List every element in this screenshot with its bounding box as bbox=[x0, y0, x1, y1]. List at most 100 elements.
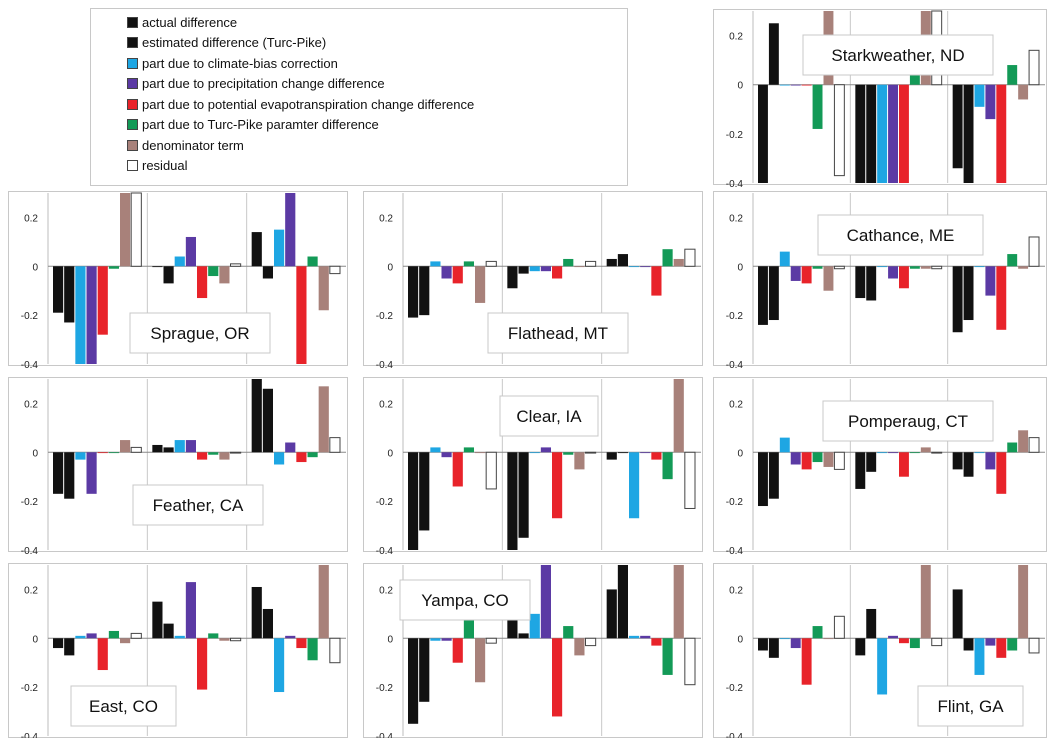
bar bbox=[758, 266, 768, 325]
bar bbox=[185, 236, 196, 267]
bar bbox=[801, 84, 812, 86]
bar bbox=[833, 451, 845, 470]
bar bbox=[963, 452, 974, 477]
bar bbox=[899, 266, 909, 289]
bar bbox=[251, 232, 262, 267]
bar bbox=[108, 266, 119, 269]
bar bbox=[518, 266, 529, 274]
bar bbox=[552, 638, 563, 717]
legend-swatch bbox=[127, 16, 138, 28]
bar bbox=[329, 637, 341, 664]
y-tick-label: 0 bbox=[32, 262, 38, 273]
y-tick-label: 0 bbox=[737, 448, 743, 459]
chart-title: East, CO bbox=[89, 697, 158, 716]
bar bbox=[920, 565, 931, 639]
bar bbox=[768, 266, 779, 321]
y-tick-label: -0.4 bbox=[21, 546, 39, 557]
bar bbox=[888, 84, 898, 183]
bar bbox=[563, 626, 574, 639]
bar bbox=[485, 451, 497, 490]
bar bbox=[952, 589, 963, 639]
bar bbox=[485, 260, 497, 267]
bar bbox=[985, 452, 996, 470]
bar bbox=[307, 452, 318, 458]
bar bbox=[1028, 637, 1040, 654]
bar bbox=[174, 635, 185, 639]
bar bbox=[801, 266, 812, 284]
bar bbox=[662, 249, 673, 267]
bar bbox=[130, 446, 142, 453]
y-tick-label: 0.2 bbox=[24, 399, 38, 410]
bar bbox=[262, 608, 273, 639]
bar bbox=[318, 266, 329, 311]
bar bbox=[120, 440, 131, 453]
bar bbox=[230, 451, 242, 454]
bar bbox=[75, 266, 86, 364]
bar bbox=[758, 638, 768, 651]
bar bbox=[262, 266, 273, 279]
chart-title: Cathance, ME bbox=[847, 226, 955, 245]
chart-title-box bbox=[499, 395, 599, 437]
bar bbox=[833, 265, 845, 270]
bar bbox=[877, 452, 888, 454]
bar bbox=[888, 452, 898, 454]
y-tick-label: -0.4 bbox=[726, 732, 744, 738]
bar bbox=[230, 263, 242, 267]
bar bbox=[1028, 437, 1040, 453]
bar bbox=[574, 638, 585, 656]
bar bbox=[1018, 565, 1029, 639]
bar bbox=[888, 635, 898, 639]
bar bbox=[768, 638, 779, 658]
y-tick-label: -0.4 bbox=[21, 360, 39, 371]
bar bbox=[296, 266, 307, 364]
bar bbox=[684, 451, 696, 509]
bar bbox=[529, 452, 540, 454]
bar bbox=[812, 84, 823, 129]
legend-item: actual difference bbox=[127, 14, 237, 30]
bar bbox=[174, 440, 185, 453]
y-tick-label: -0.4 bbox=[376, 732, 394, 738]
bar bbox=[606, 452, 617, 460]
chart-title-box bbox=[817, 214, 984, 256]
bar bbox=[909, 67, 920, 85]
chart-title: Pomperaug, CT bbox=[848, 412, 968, 431]
bar bbox=[529, 266, 540, 272]
bar bbox=[1007, 65, 1018, 85]
chart-title-box bbox=[129, 312, 271, 354]
legend-swatch bbox=[127, 160, 138, 171]
bar bbox=[833, 615, 845, 639]
bar bbox=[899, 638, 909, 644]
bar bbox=[909, 266, 920, 269]
bar bbox=[996, 266, 1007, 330]
bar bbox=[329, 437, 341, 453]
y-tick-label: 0 bbox=[32, 448, 38, 459]
bar bbox=[197, 266, 208, 299]
y-tick-label: 0 bbox=[737, 81, 743, 92]
bar bbox=[430, 447, 441, 453]
bar bbox=[952, 84, 963, 169]
bar bbox=[120, 638, 131, 644]
y-tick-label: 0 bbox=[737, 634, 743, 645]
y-tick-label: -0.4 bbox=[726, 179, 744, 190]
bar bbox=[606, 258, 617, 267]
y-tick-label: 0 bbox=[387, 448, 393, 459]
chart-title: Sprague, OR bbox=[150, 324, 249, 343]
bar bbox=[185, 440, 196, 453]
bar bbox=[909, 638, 920, 649]
y-tick-label: 0.2 bbox=[24, 585, 38, 596]
chart-title-box bbox=[822, 400, 994, 442]
y-tick-label: 0.2 bbox=[729, 32, 743, 43]
bar bbox=[329, 265, 341, 275]
bar bbox=[899, 84, 909, 183]
bar bbox=[251, 586, 262, 639]
bar bbox=[673, 565, 684, 639]
bar bbox=[888, 266, 898, 279]
bar bbox=[684, 248, 696, 267]
bar bbox=[197, 452, 208, 460]
bar bbox=[855, 84, 866, 183]
bar bbox=[529, 613, 540, 639]
y-tick-label: 0 bbox=[387, 262, 393, 273]
y-tick-label: 0.2 bbox=[379, 585, 393, 596]
bar bbox=[768, 23, 779, 85]
